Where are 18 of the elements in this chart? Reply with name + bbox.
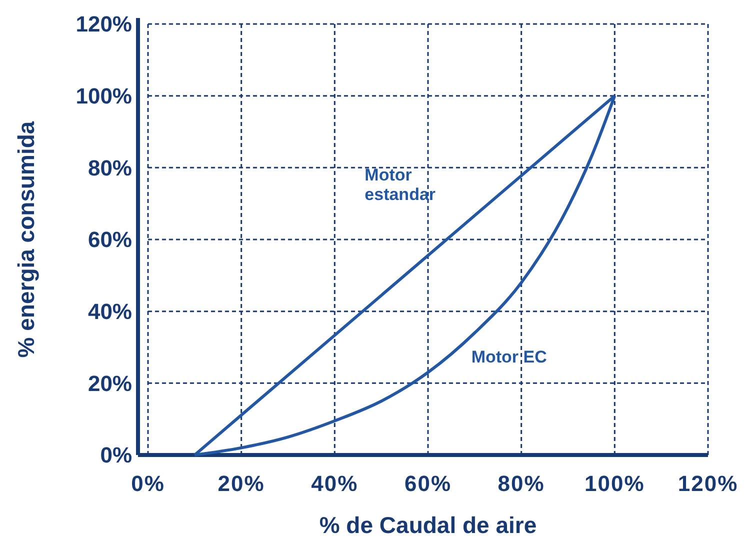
y-tick-label: 80% (88, 155, 132, 180)
x-tick-label: 20% (218, 471, 265, 496)
y-tick-label: 40% (88, 299, 132, 324)
x-tick-label: 100% (584, 471, 645, 496)
x-tick-label: 80% (498, 471, 545, 496)
series-label: Motor EC (471, 348, 547, 367)
y-tick-label: 60% (88, 227, 132, 252)
y-tick-label: 20% (88, 370, 132, 396)
y-tick-label: 100% (76, 84, 132, 109)
y-axis-title: % energia consumida (13, 121, 39, 358)
x-tick-label: 40% (311, 471, 358, 496)
x-tick-label: 60% (404, 471, 452, 496)
y-tick-label: 120% (76, 12, 132, 37)
x-tick-label: 0% (131, 471, 165, 496)
x-tick-label: 120% (678, 471, 738, 496)
y-tick-label: 0% (100, 442, 132, 468)
text: Motor estandar (364, 165, 436, 204)
x-axis-title: % de Caudal de aire (319, 512, 537, 538)
